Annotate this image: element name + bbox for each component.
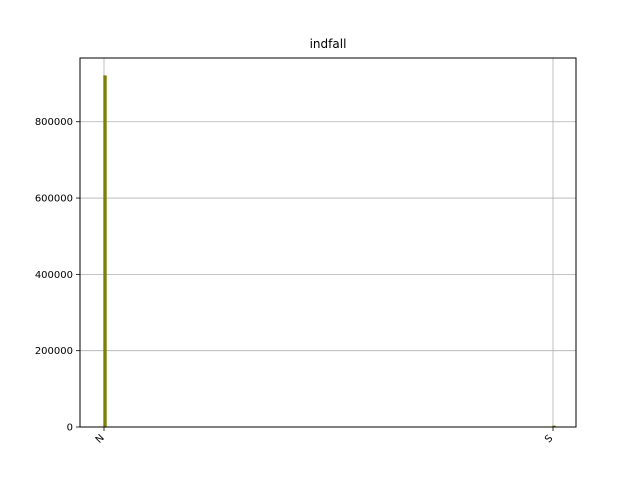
bars [103,75,556,428]
y-axis-ticks: 0 200000 400000 600000 800000 [35,117,80,434]
y-tick-label: 200000 [35,346,73,357]
y-tick-label: 800000 [35,117,73,128]
x-tick-label: S [543,433,555,445]
chart-title: indfall [310,37,347,51]
x-tick-label: N [94,433,107,446]
plot-frame [79,57,577,428]
bar-n [103,75,107,428]
y-tick-label: 0 [67,423,73,434]
grid-lines [80,58,576,428]
y-tick-label: 400000 [35,270,73,281]
y-tick-label: 600000 [35,194,73,205]
